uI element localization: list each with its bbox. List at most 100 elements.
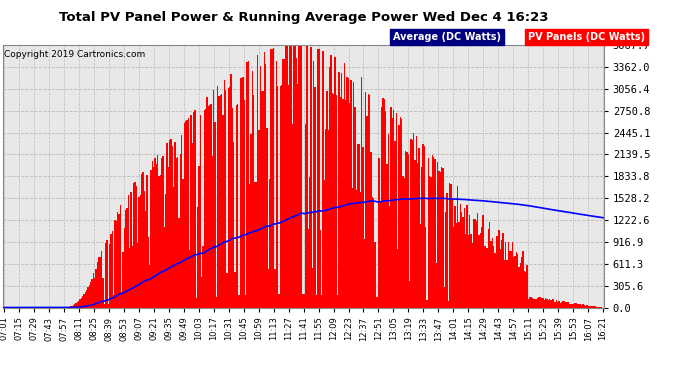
Bar — [324, 180, 325, 308]
Bar — [150, 170, 152, 308]
Bar — [368, 94, 369, 308]
Bar — [73, 305, 74, 308]
Bar — [535, 300, 537, 307]
Bar — [589, 306, 591, 308]
Bar — [486, 248, 488, 308]
Bar — [338, 72, 339, 308]
Bar — [238, 296, 239, 307]
Bar — [78, 301, 79, 307]
Bar — [317, 49, 318, 308]
Bar — [577, 304, 578, 307]
Bar — [465, 234, 466, 308]
Bar — [72, 306, 73, 308]
Bar — [201, 277, 202, 308]
Bar — [257, 55, 258, 308]
Bar — [573, 304, 574, 307]
Bar — [295, 58, 297, 308]
Bar — [118, 214, 119, 308]
Bar — [321, 295, 322, 307]
Text: Copyright 2019 Cartronics.com: Copyright 2019 Cartronics.com — [4, 50, 146, 59]
Bar — [157, 155, 158, 308]
Bar — [146, 174, 148, 308]
Bar — [188, 118, 189, 308]
Bar — [485, 246, 486, 308]
Bar — [522, 251, 524, 308]
Bar — [572, 304, 573, 307]
Bar — [281, 86, 282, 308]
Bar — [85, 292, 86, 308]
Bar — [206, 97, 208, 308]
Bar — [138, 196, 139, 308]
Bar — [558, 302, 560, 307]
Bar — [342, 99, 344, 308]
Bar — [426, 300, 428, 307]
Bar — [233, 142, 234, 308]
Bar — [355, 190, 357, 308]
Bar — [197, 207, 198, 308]
Bar — [130, 192, 132, 308]
Bar — [306, 46, 308, 308]
Bar — [389, 206, 391, 308]
Bar — [524, 271, 525, 308]
Bar — [394, 141, 395, 308]
Bar — [293, 45, 294, 308]
Bar — [334, 57, 335, 308]
Bar — [364, 239, 365, 308]
Bar — [592, 306, 593, 308]
Bar — [446, 193, 448, 308]
Bar — [574, 303, 575, 307]
Bar — [568, 302, 569, 307]
Bar — [411, 139, 412, 308]
Bar — [195, 298, 197, 307]
Bar — [569, 304, 571, 307]
Bar — [591, 306, 592, 308]
Bar — [424, 146, 425, 308]
Bar — [166, 143, 168, 308]
Bar — [598, 307, 600, 308]
Bar — [581, 305, 582, 308]
Bar — [434, 159, 435, 308]
Bar — [254, 182, 255, 308]
Bar — [538, 297, 540, 307]
Bar — [239, 78, 241, 308]
Bar — [433, 157, 434, 308]
Bar — [331, 55, 332, 308]
Bar — [68, 307, 69, 308]
Bar — [70, 306, 72, 308]
Bar — [526, 265, 528, 308]
Bar — [161, 158, 162, 308]
Bar — [249, 184, 250, 308]
Bar — [345, 100, 346, 308]
Bar — [466, 206, 468, 308]
Bar — [449, 183, 451, 308]
Bar — [372, 197, 373, 308]
Bar — [297, 84, 298, 308]
Bar — [278, 294, 279, 307]
Bar — [595, 307, 597, 308]
Bar — [222, 115, 224, 308]
Bar — [492, 238, 493, 308]
Bar — [445, 212, 446, 308]
Bar — [192, 142, 193, 308]
Bar — [477, 213, 478, 308]
Bar — [398, 125, 400, 308]
Bar — [126, 208, 128, 308]
Bar — [272, 49, 273, 308]
Bar — [518, 267, 520, 308]
Bar — [562, 302, 564, 307]
Bar — [137, 243, 138, 308]
Bar — [329, 67, 331, 308]
Bar — [152, 161, 153, 308]
Bar — [224, 80, 225, 308]
Bar — [219, 95, 221, 308]
Bar — [557, 302, 558, 307]
Bar — [395, 112, 397, 308]
Bar — [441, 166, 442, 308]
Bar — [175, 159, 177, 308]
Bar — [168, 166, 169, 308]
Bar — [422, 144, 424, 308]
Bar — [322, 51, 324, 308]
Bar — [142, 172, 144, 308]
Bar — [464, 209, 465, 308]
Bar — [377, 297, 378, 307]
